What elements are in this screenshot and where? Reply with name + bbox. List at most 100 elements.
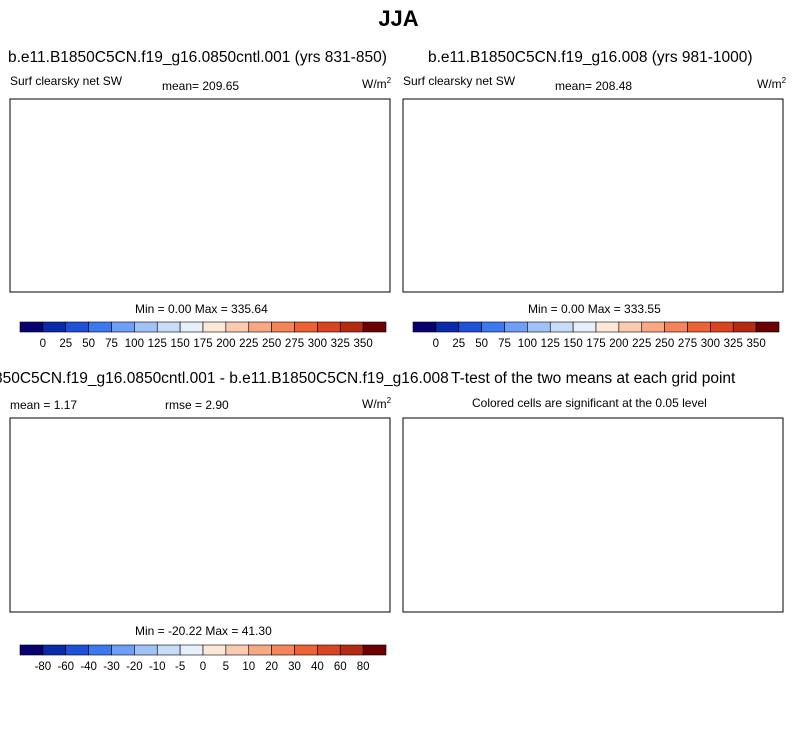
panel2-colorbar-box bbox=[504, 321, 528, 333]
panel2-colorbar-label: 325 bbox=[724, 338, 743, 350]
panel2-colorbar-label: 50 bbox=[475, 338, 488, 350]
panel3-rmse: rmse = 2.90 bbox=[165, 398, 229, 412]
panel1-mean: mean= 209.65 bbox=[162, 79, 240, 93]
panel1-colorbar-label: 325 bbox=[331, 338, 350, 350]
panel2-colorbar-box bbox=[641, 321, 665, 333]
panel3-colorbar-box bbox=[339, 644, 364, 656]
panel3-colorbar-box bbox=[134, 644, 158, 656]
panel1-colorbar-box bbox=[179, 321, 204, 333]
panel2-colorbar-label: 175 bbox=[586, 338, 605, 350]
panel3-colorbar-box bbox=[156, 644, 181, 656]
panel1-colorbar-box bbox=[317, 321, 341, 333]
panel1-colorbar-label: 125 bbox=[148, 338, 167, 350]
panel3-colorbar-box bbox=[362, 644, 387, 656]
panel1-colorbar-label: 200 bbox=[216, 338, 235, 350]
panel2-colorbar-box bbox=[549, 321, 574, 333]
panel3-colorbar-label: 5 bbox=[223, 661, 229, 673]
panel3-colorbar-label: -5 bbox=[175, 661, 185, 673]
panel2-colorbar-label: 225 bbox=[632, 338, 651, 350]
panel1-colorbar-box bbox=[65, 321, 89, 333]
panel1-colorbar-label: 225 bbox=[239, 338, 258, 350]
panel1-colorbar-label: 75 bbox=[105, 338, 118, 350]
panel3-frame bbox=[9, 417, 391, 613]
panel3-colorbar-label: -20 bbox=[126, 661, 143, 673]
panel1-colorbar: 0 25 50 75 100 125 150 175 200 225 250 275 300 325 350 bbox=[19, 321, 387, 350]
panel2-colorbar-box bbox=[481, 321, 505, 333]
panel1-colorbar-box bbox=[202, 321, 227, 333]
panel2-colorbar: 0 25 50 75 100 125 150 175 200 225 250 275 300 325 350 bbox=[412, 321, 780, 350]
panel2-colorbar-label: 75 bbox=[498, 338, 511, 350]
panel3-colorbar-box bbox=[225, 644, 250, 656]
panel2-colorbar-box bbox=[527, 321, 551, 333]
panel1-colorbar-box bbox=[271, 321, 295, 333]
panel1-colorbar-box bbox=[42, 321, 67, 333]
panel2-frame bbox=[402, 98, 784, 293]
panel3-colorbar-label: 80 bbox=[357, 661, 370, 673]
panel3-unit: W/m2 bbox=[362, 396, 392, 411]
panel1-colorbar-label: 350 bbox=[354, 338, 373, 350]
panel1-frame bbox=[9, 98, 391, 293]
panel3-colorbar-label: 0 bbox=[200, 661, 206, 673]
panel2-colorbar-box bbox=[458, 321, 482, 333]
panel2-colorbar-label: 200 bbox=[609, 338, 628, 350]
panel3-colorbar-label: 60 bbox=[334, 661, 347, 673]
panel3-colorbar-box bbox=[294, 644, 318, 656]
panel1-colorbar-label: 300 bbox=[308, 338, 327, 350]
panel1-colorbar-box bbox=[339, 321, 364, 333]
panel2-colorbar-label: 100 bbox=[518, 338, 537, 350]
panel3-colorbar-label: -30 bbox=[103, 661, 120, 673]
panel2-variable: Surf clearsky net SW bbox=[403, 74, 516, 88]
panel3-colorbar-label: 20 bbox=[265, 661, 278, 673]
panel1-minmax: Min = 0.00 Max = 335.64 bbox=[135, 302, 268, 316]
panel3-colorbar: -80 -60 -40 -30 -20 -10 -5 0 5 10 20 30 40 60 80 bbox=[19, 644, 387, 673]
panel2-colorbar-box bbox=[595, 321, 620, 333]
panel1-colorbar-box bbox=[19, 321, 44, 333]
panel3-mean: mean = 1.17 bbox=[10, 398, 78, 412]
panel2-title: b.e11.B1850C5CN.f19_g16.008 (yrs 981-100… bbox=[428, 49, 753, 66]
panel2-colorbar-label: 125 bbox=[541, 338, 560, 350]
panel3-colorbar-box bbox=[42, 644, 67, 656]
panel2-colorbar-label: 300 bbox=[701, 338, 720, 350]
panel2-colorbar-label: 275 bbox=[678, 338, 697, 350]
panel2-colorbar-label: 0 bbox=[433, 338, 439, 350]
panel1-colorbar-box bbox=[88, 321, 112, 333]
panel1-colorbar-box bbox=[362, 321, 387, 333]
panel1-colorbar-box bbox=[111, 321, 135, 333]
panel4-subtitle: Colored cells are significant at the 0.0… bbox=[472, 396, 707, 410]
panel1-colorbar-box bbox=[134, 321, 158, 333]
panel4-title: T-test of the two means at each grid poi… bbox=[451, 370, 736, 387]
panel3-colorbar-label: -60 bbox=[57, 661, 74, 673]
panel2-colorbar-box bbox=[412, 321, 437, 333]
panel2-colorbar-box bbox=[755, 321, 780, 333]
panel3-colorbar-label: 10 bbox=[242, 661, 255, 673]
panel3-colorbar-box bbox=[202, 644, 227, 656]
panel3-colorbar-box bbox=[65, 644, 89, 656]
panel2-colorbar-box bbox=[435, 321, 460, 333]
panel1-colorbar-label: 175 bbox=[193, 338, 212, 350]
panel1-colorbar-label: 0 bbox=[40, 338, 46, 350]
panel2-colorbar-box bbox=[572, 321, 597, 333]
panel1-colorbar-label: 250 bbox=[262, 338, 281, 350]
panel2-colorbar-box bbox=[664, 321, 688, 333]
panel3-colorbar-box bbox=[88, 644, 112, 656]
panel2-minmax: Min = 0.00 Max = 333.55 bbox=[528, 302, 661, 316]
panel2-colorbar-label: 350 bbox=[747, 338, 766, 350]
panel2-unit: W/m2 bbox=[757, 76, 787, 91]
panel2-colorbar-box bbox=[732, 321, 757, 333]
panel1-colorbar-label: 50 bbox=[82, 338, 95, 350]
panel1-unit: W/m2 bbox=[362, 76, 392, 91]
panel1-title: b.e11.B1850C5CN.f19_g16.0850cntl.001 (yr… bbox=[8, 49, 387, 66]
panel3-colorbar-box bbox=[111, 644, 135, 656]
panel3-colorbar-box bbox=[19, 644, 44, 656]
panel2-colorbar-box bbox=[618, 321, 643, 333]
panel2-colorbar-label: 150 bbox=[564, 338, 583, 350]
panel1-colorbar-box bbox=[248, 321, 272, 333]
panel1-colorbar-box bbox=[294, 321, 318, 333]
panel3-minmax: Min = -20.22 Max = 41.30 bbox=[135, 624, 272, 638]
panel1-variable: Surf clearsky net SW bbox=[10, 74, 123, 88]
panel3-colorbar-label: -10 bbox=[149, 661, 166, 673]
panel1-colorbar-box bbox=[156, 321, 181, 333]
panel3-colorbar-box bbox=[271, 644, 295, 656]
panel2-colorbar-box bbox=[687, 321, 711, 333]
panel3-colorbar-label: -40 bbox=[80, 661, 97, 673]
